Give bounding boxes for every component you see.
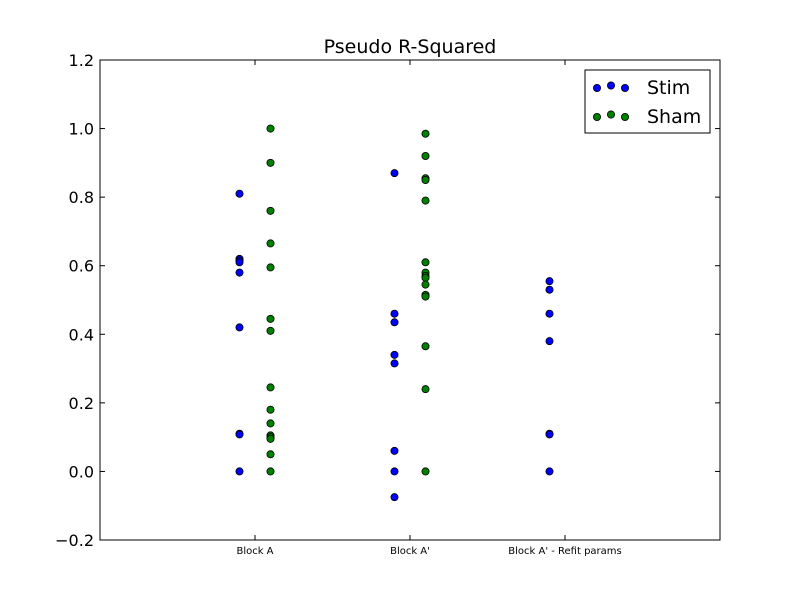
data-point-stim <box>390 493 399 502</box>
y-tick-label: 0.0 <box>69 462 94 481</box>
data-point-stim <box>545 337 554 346</box>
data-point-stim <box>390 359 399 368</box>
y-tick-label: 1.0 <box>69 120 94 139</box>
y-axis: −0.2 0.0 0.2 0.4 0.6 0.8 1.0 1.2 <box>55 51 720 550</box>
data-point-sham <box>421 175 430 184</box>
data-point-sham <box>421 258 430 267</box>
data-point-sham <box>421 280 430 289</box>
data-point-sham <box>266 419 275 428</box>
data-point-sham <box>266 383 275 392</box>
data-point-sham <box>421 467 430 476</box>
data-point-stim <box>235 268 244 277</box>
legend-marker-stim <box>593 84 602 93</box>
legend-marker-stim <box>621 84 630 93</box>
x-axis: Block A Block A' Block A' - Refit params <box>236 60 622 557</box>
data-point-sham <box>421 385 430 394</box>
x-category-label: Block A' - Refit params <box>508 546 622 557</box>
data-point-stim <box>235 467 244 476</box>
legend-marker-sham <box>621 113 630 122</box>
data-point-sham <box>266 124 275 133</box>
data-point-sham <box>421 151 430 160</box>
plot-area <box>99 59 721 541</box>
data-point-stim <box>390 467 399 476</box>
data-point-sham <box>266 326 275 335</box>
data-point-sham <box>266 434 275 443</box>
legend: Stim Sham <box>584 69 711 134</box>
data-point-stim <box>545 285 554 294</box>
legend-label-sham: Sham <box>647 106 701 128</box>
data-point-sham <box>266 263 275 272</box>
data-point-sham <box>421 292 430 301</box>
data-point-stim <box>545 430 554 439</box>
x-category-label: Block A <box>236 546 273 557</box>
data-point-sham <box>266 239 275 248</box>
data-point-stim <box>235 189 244 198</box>
data-point-stim <box>235 430 244 439</box>
data-point-sham <box>421 273 430 282</box>
legend-box <box>584 69 711 134</box>
y-tick-label: −0.2 <box>55 531 94 550</box>
y-tick-label: 0.2 <box>69 394 94 413</box>
data-point-stim <box>235 258 244 267</box>
y-tick-label: 1.2 <box>69 51 94 70</box>
legend-marker-sham <box>593 113 602 122</box>
data-point-stim <box>390 169 399 178</box>
data-point-sham <box>421 342 430 351</box>
data-point-sham <box>266 314 275 323</box>
data-point-stim <box>545 277 554 286</box>
chart-title: Pseudo R-Squared <box>324 36 497 58</box>
legend-marker-sham <box>607 110 616 119</box>
data-point-sham <box>266 405 275 414</box>
y-tick-label: 0.8 <box>69 188 94 207</box>
y-tick-label: 0.6 <box>69 257 94 276</box>
data-points <box>235 124 554 502</box>
data-point-sham <box>266 450 275 459</box>
data-point-sham <box>421 129 430 138</box>
data-point-sham <box>421 196 430 205</box>
y-tick-label: 0.4 <box>69 325 94 344</box>
data-point-sham <box>266 206 275 215</box>
data-point-stim <box>390 309 399 318</box>
data-point-stim <box>390 446 399 455</box>
x-category-label: Block A' <box>390 546 430 557</box>
data-point-sham <box>266 467 275 476</box>
data-point-stim <box>545 467 554 476</box>
legend-marker-stim <box>607 81 616 90</box>
data-point-sham <box>266 158 275 167</box>
data-point-stim <box>235 323 244 332</box>
data-point-stim <box>390 318 399 327</box>
legend-label-stim: Stim <box>647 77 690 99</box>
data-point-stim <box>545 309 554 318</box>
data-point-stim <box>390 350 399 359</box>
